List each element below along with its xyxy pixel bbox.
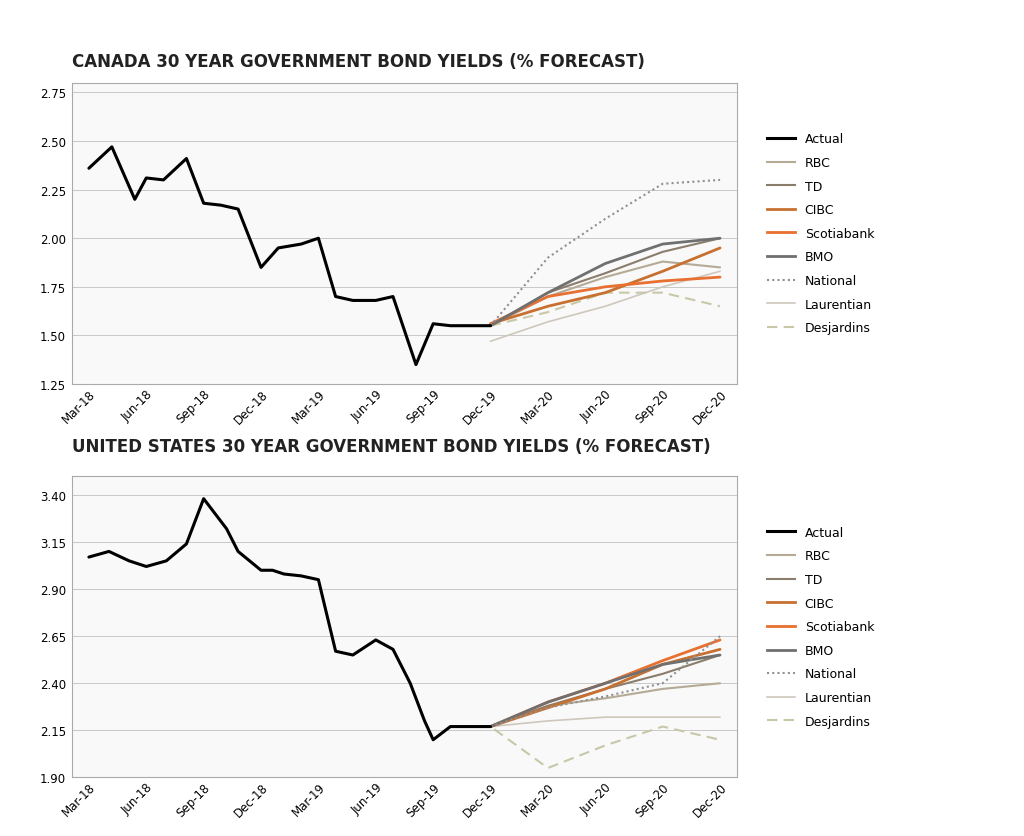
Legend: Actual, RBC, TD, CIBC, Scotiabank, BMO, National, Laurentian, Desjardins: Actual, RBC, TD, CIBC, Scotiabank, BMO, … bbox=[764, 130, 878, 339]
Text: CANADA 30 YEAR GOVERNMENT BOND YIELDS (% FORECAST): CANADA 30 YEAR GOVERNMENT BOND YIELDS (%… bbox=[72, 53, 644, 71]
Text: UNITED STATES 30 YEAR GOVERNMENT BOND YIELDS (% FORECAST): UNITED STATES 30 YEAR GOVERNMENT BOND YI… bbox=[72, 437, 711, 456]
Legend: Actual, RBC, TD, CIBC, Scotiabank, BMO, National, Laurentian, Desjardins: Actual, RBC, TD, CIBC, Scotiabank, BMO, … bbox=[764, 522, 878, 732]
